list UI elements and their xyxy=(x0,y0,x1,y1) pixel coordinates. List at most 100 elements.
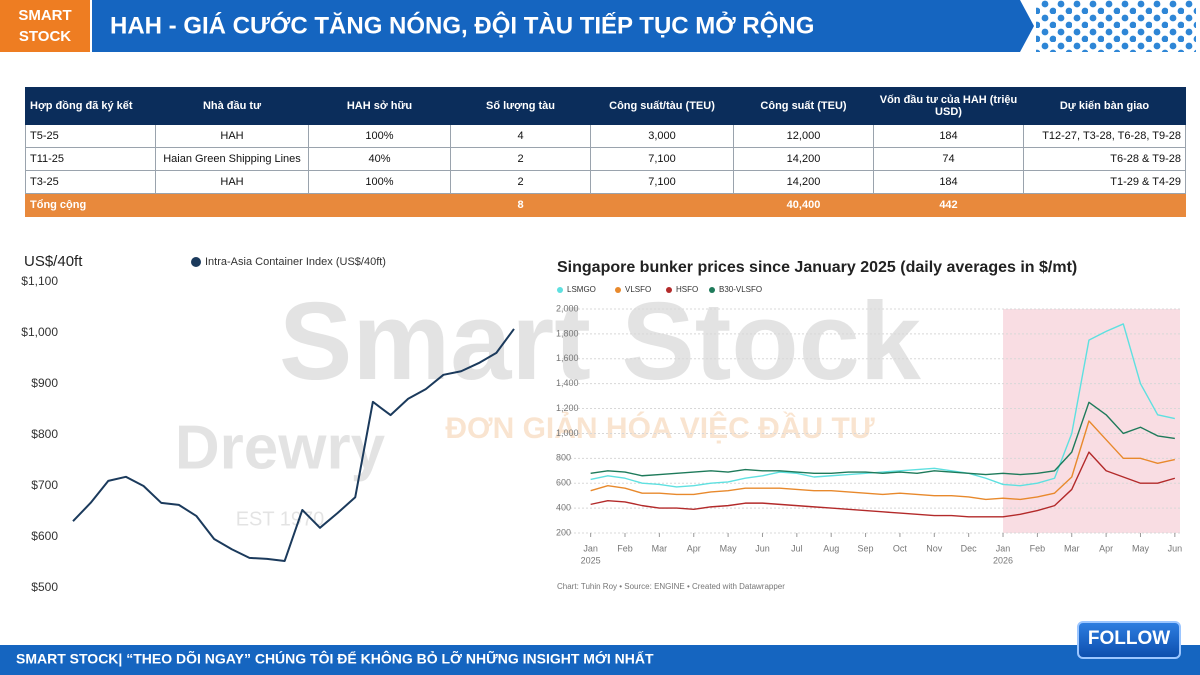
x-tick-label: Feb xyxy=(1030,543,1046,553)
cell: 4 xyxy=(450,124,591,148)
y-tick-label: 400 xyxy=(556,502,571,512)
legend-swatch xyxy=(709,287,715,293)
x-tick-label: Aug xyxy=(823,543,839,553)
cell: 3,000 xyxy=(590,124,734,148)
cell: 2 xyxy=(450,170,591,194)
cell: 14,200 xyxy=(733,147,874,171)
legend-label: B30-VLSFO xyxy=(719,285,762,294)
y-tick-label: 200 xyxy=(556,527,571,537)
series-line xyxy=(590,451,1176,518)
watermark-slogan: ĐƠN GIẢN HÓA VIỆC ĐẦU TƯ xyxy=(445,411,874,445)
y-tick-label: 1,000 xyxy=(556,428,579,438)
legend-swatch xyxy=(666,287,672,293)
table-row: T11-25 Haian Green Shipping Lines 40% 2 7,10… xyxy=(25,147,1186,171)
cell: 14,200 xyxy=(733,170,874,194)
cell xyxy=(308,193,451,217)
cell: 2 xyxy=(450,147,591,171)
total-cell: 8 xyxy=(450,193,591,217)
cell: 100% xyxy=(308,170,451,194)
watermark-brand: Smart Stock xyxy=(279,280,922,403)
brand-box xyxy=(0,0,90,52)
x-tick-label: Jun xyxy=(1168,543,1183,553)
y-tick-label: 1,600 xyxy=(556,353,579,363)
y-tick-label: $600 xyxy=(31,529,58,543)
cell: HAH xyxy=(155,124,309,148)
y-tick-label: 1,800 xyxy=(556,328,579,338)
legend-swatch xyxy=(615,287,621,293)
x-tick-label: Nov xyxy=(926,543,943,553)
x-year-label: 2025 xyxy=(581,555,601,565)
cell: T12-27, T3-28, T6-28, T9-28 xyxy=(1023,124,1186,148)
cell: T3-25 xyxy=(25,170,156,194)
legend-swatch xyxy=(191,257,201,267)
chart-source: Chart: Tuhin Roy • Source: ENGINE • Crea… xyxy=(557,582,785,591)
total-cell: 442 xyxy=(873,193,1024,217)
follow-button[interactable]: FOLLOW xyxy=(1077,621,1181,659)
legend-label: Intra-Asia Container Index (US$/40ft) xyxy=(205,256,386,268)
cell: T11-25 xyxy=(25,147,156,171)
x-tick-label: Mar xyxy=(652,543,668,553)
x-tick-label: Jan xyxy=(996,543,1011,553)
footer-text: SMART STOCK| “THEO DÕI NGAY” CHÚNG TÔI Đ… xyxy=(16,650,654,667)
x-tick-label: May xyxy=(1132,543,1150,553)
watermark-est: EST 1970 xyxy=(236,508,325,530)
contracts-table: Hợp đồng đã ký kết Nhà đầu tư HAH sở hữu Số… xyxy=(25,87,1186,217)
y-tick-label: $700 xyxy=(31,478,58,492)
y-tick-label: $900 xyxy=(31,376,58,390)
cell: 100% xyxy=(308,124,451,148)
cell xyxy=(155,193,309,217)
series-line xyxy=(590,420,1175,501)
column-header: Dự kiến bàn giao xyxy=(1023,87,1186,125)
x-tick-label: Apr xyxy=(687,543,701,553)
x-tick-label: May xyxy=(720,543,738,553)
series-line xyxy=(72,328,515,562)
x-tick-label: Feb xyxy=(617,543,633,553)
y-tick-label: $500 xyxy=(31,580,58,594)
cell: T6-28 & T9-28 xyxy=(1023,147,1186,171)
total-cell: Tổng cộng xyxy=(25,193,156,217)
x-tick-label: Apr xyxy=(1099,543,1113,553)
legend-label: VLSFO xyxy=(625,285,651,294)
cell xyxy=(590,193,734,217)
x-year-label: 2026 xyxy=(993,555,1013,565)
header-row: Hợp đồng đã ký kết Nhà đầu tư HAH sở hữu Số… xyxy=(25,87,1186,125)
watermark: Smart Stock Drewry EST 1970 xyxy=(175,280,922,530)
y-tick-label: 2,000 xyxy=(556,303,579,313)
legend-label: HSFO xyxy=(676,285,698,294)
highlight-band xyxy=(1003,309,1180,533)
cell xyxy=(1023,193,1186,217)
y-tick-label: 800 xyxy=(556,453,571,463)
watermark-logo: Drewry xyxy=(175,413,386,482)
x-tick-label: Jan xyxy=(583,543,598,553)
cell: 40% xyxy=(308,147,451,171)
cell: 7,100 xyxy=(590,147,734,171)
legend-label: LSMGO xyxy=(567,285,596,294)
series-line xyxy=(590,401,1175,477)
table-row: T5-25 HAH 100% 4 3,000 12,000 184 T12-27, T3-28… xyxy=(25,124,1186,148)
column-header: HAH sở hữu xyxy=(308,87,451,125)
column-header: Nhà đầu tư xyxy=(155,87,309,125)
y-axis-label: US$/40ft xyxy=(24,253,83,270)
table-row: T3-25 HAH 100% 2 7,100 14,200 184 T1-29 & T4-29 xyxy=(25,170,1186,194)
x-tick-label: Jun xyxy=(755,543,770,553)
x-tick-label: Oct xyxy=(893,543,908,553)
x-tick-label: Mar xyxy=(1064,543,1080,553)
y-tick-label: $1,100 xyxy=(21,274,58,288)
decor xyxy=(1036,0,1196,52)
column-header: Công suất/tàu (TEU) xyxy=(590,87,734,125)
x-tick-label: Jul xyxy=(791,543,803,553)
y-tick-label: 1,400 xyxy=(556,378,579,388)
brand-line: STOCK xyxy=(19,28,71,45)
column-header: Công suất (TEU) xyxy=(733,87,874,125)
cell: 184 xyxy=(873,124,1024,148)
cell: 74 xyxy=(873,147,1024,171)
cell: 7,100 xyxy=(590,170,734,194)
cell: Haian Green Shipping Lines xyxy=(155,147,309,171)
y-tick-label: $800 xyxy=(31,427,58,441)
cell: 184 xyxy=(873,170,1024,194)
y-tick-label: 600 xyxy=(556,478,571,488)
column-header: Số lượng tàu xyxy=(450,87,591,125)
legend-swatch xyxy=(557,287,563,293)
